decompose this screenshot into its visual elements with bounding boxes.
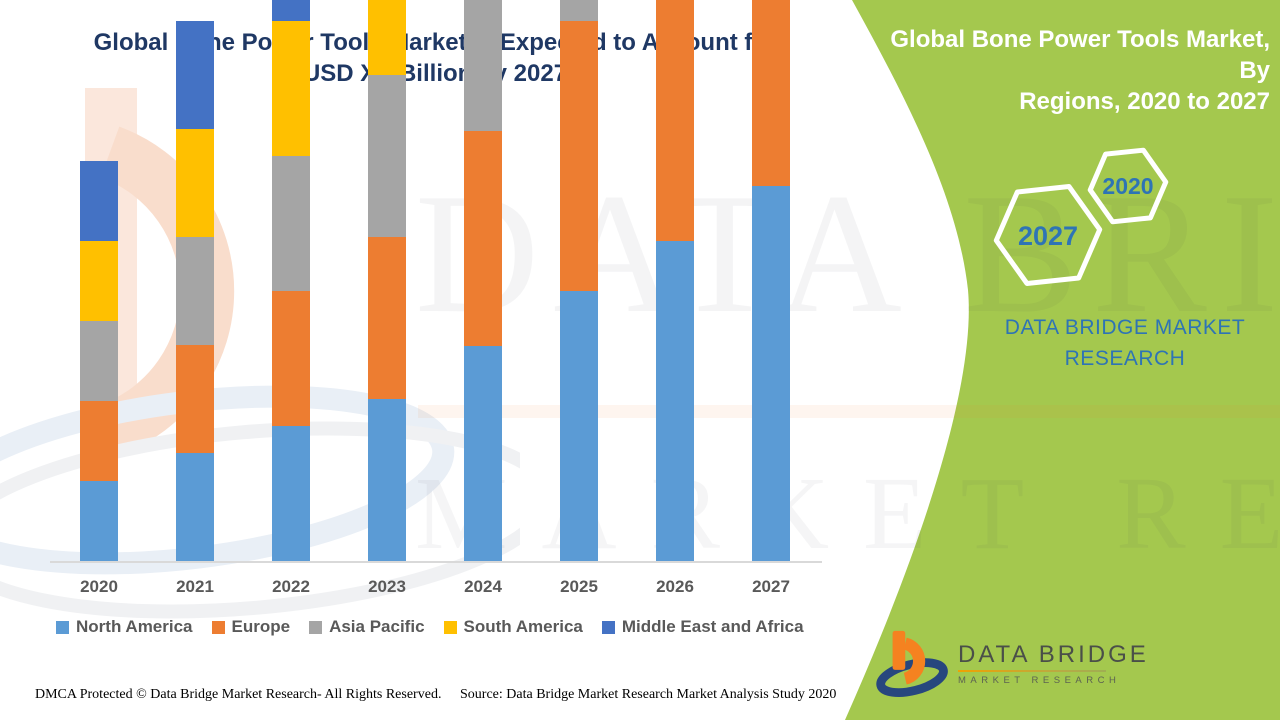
bar-segment-asia-pacific-2022	[272, 156, 310, 291]
legend-swatch-icon	[56, 620, 69, 634]
hexagon-2027-label: 2027	[1018, 221, 1078, 251]
bar-segment-europe-2025	[560, 21, 598, 291]
bar-segment-north-america-2024	[464, 346, 502, 561]
legend-item-north-america: North America	[56, 617, 193, 637]
bar-segment-north-america-2022	[272, 426, 310, 561]
legend-label: Asia Pacific	[329, 617, 425, 636]
bar-segment-asia-pacific-2021	[176, 237, 214, 345]
x-axis-label-2021: 2021	[176, 577, 214, 596]
legend-item-asia-pacific: Asia Pacific	[309, 617, 425, 637]
bar-segment-north-america-2027	[752, 186, 790, 561]
bar-segment-north-america-2020	[80, 481, 118, 561]
brand-text-on-band: DATA BRIDGE MARKET RESEARCH	[975, 312, 1275, 374]
stacked-bar-2027	[752, 0, 790, 561]
stacked-bar-2021	[176, 21, 214, 561]
bar-segment-middle-east-and-africa-2020	[80, 161, 118, 241]
logo-title: DATA BRIDGE	[958, 640, 1149, 668]
stacked-bar-2026	[656, 0, 694, 561]
source-note: Source: Data Bridge Market Research Mark…	[460, 687, 837, 702]
stacked-bar-2024	[464, 0, 502, 561]
legend-item-europe: Europe	[211, 617, 291, 637]
bar-segment-south-america-2021	[176, 129, 214, 237]
brand-text-line1: DATA BRIDGE MARKET	[1004, 316, 1246, 339]
bar-segment-north-america-2021	[176, 453, 214, 561]
data-bridge-wordmark: DATA BRIDGE MARKET RESEARCH	[958, 640, 1149, 686]
legend-swatch-icon	[601, 620, 615, 634]
stacked-bar-2022	[272, 0, 310, 561]
bar-segment-asia-pacific-2024	[464, 0, 502, 131]
legend-label: Europe	[231, 617, 291, 636]
bar-segment-south-america-2022	[272, 21, 310, 156]
logo-underline	[958, 669, 1106, 672]
green-band-shape	[845, 0, 1280, 720]
chart-legend: North America Europe Asia Pacific South Ame…	[56, 617, 804, 637]
legend-swatch-icon	[211, 620, 225, 634]
legend-label: Middle East and Africa	[621, 617, 804, 636]
stacked-bar-2020	[80, 161, 118, 561]
legend-swatch-icon	[309, 620, 323, 634]
bar-segment-middle-east-and-africa-2021	[176, 21, 214, 129]
stacked-bar-2023	[368, 0, 406, 561]
legend-label: South America	[463, 617, 583, 636]
data-bridge-logo: DATA BRIDGE MARKET RESEARCH	[876, 624, 1149, 704]
legend-swatch-icon	[443, 620, 457, 634]
hexagon-2020-label: 2020	[1102, 173, 1153, 199]
bar-segment-asia-pacific-2020	[80, 321, 118, 401]
x-axis-label-2026: 2026	[656, 577, 694, 596]
x-axis-label-2022: 2022	[272, 577, 310, 596]
legend-label: North America	[76, 617, 193, 636]
bar-segment-europe-2020	[80, 401, 118, 481]
bar-segment-north-america-2025	[560, 291, 598, 561]
band-title-line1: Global Bone Power Tools Market, By	[890, 26, 1270, 84]
hexagon-2027-icon	[993, 184, 1103, 286]
bar-segment-europe-2022	[272, 291, 310, 426]
bar-segment-south-america-2020	[80, 241, 118, 321]
bar-segment-asia-pacific-2025	[560, 0, 598, 21]
x-axis-line	[50, 561, 822, 563]
band-title: Global Bone Power Tools Market, By Regio…	[890, 24, 1270, 117]
legend-item-south-america: South America	[443, 617, 583, 637]
bar-segment-north-america-2026	[656, 241, 694, 561]
dmca-notice: DMCA Protected © Data Bridge Market Rese…	[35, 687, 442, 702]
bar-segment-south-america-2023	[368, 0, 406, 75]
x-axis-label-2025: 2025	[560, 577, 598, 596]
hexagon-2020-icon	[1087, 147, 1169, 225]
bar-segment-europe-2021	[176, 345, 214, 453]
band-title-line2: Regions, 2020 to 2027	[1019, 88, 1270, 115]
bar-segment-europe-2024	[464, 131, 502, 346]
data-bridge-logo-icon	[876, 630, 948, 697]
chart-title-line2: USD XX Billion by 2027	[302, 60, 568, 87]
hexagon-year-badges: 2027 2020	[993, 147, 1169, 286]
brand-text-line2: RESEARCH	[1064, 347, 1186, 370]
stacked-bar-2025	[560, 0, 598, 561]
bar-segment-middle-east-and-africa-2022	[272, 0, 310, 21]
x-axis-label-2027: 2027	[752, 577, 790, 596]
x-axis-label-2024: 2024	[464, 577, 502, 596]
x-axis-label-2023: 2023	[368, 577, 406, 596]
bar-segment-europe-2026	[656, 0, 694, 241]
logo-subtitle: MARKET RESEARCH	[958, 674, 1121, 686]
legend-item-middle-east-and-africa: Middle East and Africa	[601, 617, 804, 637]
x-axis-label-2020: 2020	[80, 577, 118, 596]
bar-segment-north-america-2023	[368, 399, 406, 561]
bar-segment-asia-pacific-2023	[368, 75, 406, 237]
bar-segment-europe-2023	[368, 237, 406, 399]
bar-segment-europe-2027	[752, 0, 790, 186]
